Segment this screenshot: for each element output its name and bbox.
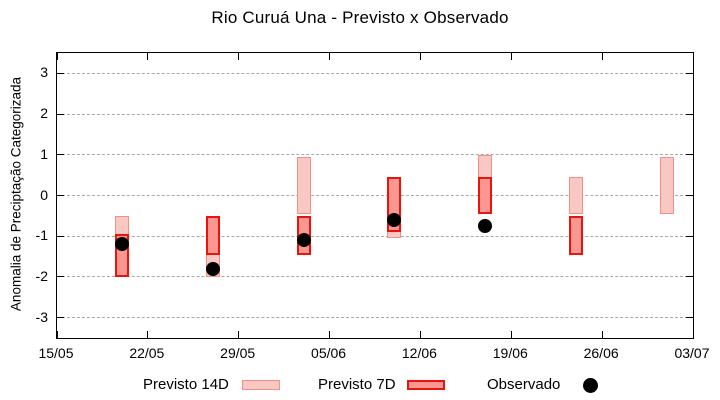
previsto-14d-bar [660, 156, 675, 214]
x-tick-mark [601, 53, 603, 60]
chart-title: Rio Curuá Una - Previsto x Observado [211, 8, 509, 27]
legend-label-previsto-14d: Previsto 14D [143, 376, 229, 393]
legend-observado-dot-icon [583, 378, 598, 393]
plot-area [56, 52, 694, 339]
previsto-7d-bar [478, 177, 493, 214]
x-tick-mark [510, 53, 512, 60]
y-tick-mark [686, 72, 693, 74]
x-tick-label: 19/06 [492, 345, 528, 361]
y-tick-mark [57, 154, 64, 156]
x-tick-label: 12/06 [401, 345, 437, 361]
y-tick-mark [686, 276, 693, 278]
previsto-14d-bar [296, 156, 311, 214]
observado-dot [296, 233, 311, 248]
observado-dot [114, 237, 129, 252]
legend: Previsto 14D Previsto 7D Observado [0, 372, 720, 398]
x-tick-mark [329, 53, 331, 60]
x-tick-mark [238, 53, 240, 60]
x-tick-mark [56, 331, 58, 338]
y-tick-label: -3 [35, 308, 48, 325]
x-tick-mark [56, 53, 58, 60]
y-tick-mark [57, 113, 64, 115]
legend-label-previsto-7d: Previsto 7D [318, 376, 396, 393]
legend-swatch-previsto-7d-icon [407, 380, 445, 390]
gridline [57, 276, 693, 278]
observado-dot [205, 261, 220, 276]
x-tick-mark [238, 331, 240, 338]
x-tick-label: 03/07 [674, 345, 710, 361]
x-tick-label: 15/05 [38, 345, 74, 361]
previsto-7d-bar [205, 215, 220, 255]
x-tick-mark [692, 331, 694, 338]
y-tick-mark [686, 154, 693, 156]
y-tick-mark [57, 195, 64, 196]
observado-dot [387, 212, 402, 227]
y-tick-mark [686, 195, 693, 196]
gridline [57, 195, 693, 196]
gridline [57, 113, 693, 115]
x-tick-mark [419, 53, 421, 60]
y-tick-mark [57, 276, 64, 278]
previsto-7d-bar [569, 215, 584, 255]
y-tick-mark [686, 235, 693, 237]
gridline [57, 72, 693, 74]
x-tick-mark [329, 331, 331, 338]
x-tick-mark [147, 331, 149, 338]
y-tick-mark [686, 113, 693, 115]
x-tick-label: 29/05 [220, 345, 256, 361]
legend-label-observado: Observado [487, 376, 561, 393]
y-tick-mark [57, 72, 64, 74]
y-tick-label: -2 [35, 267, 48, 284]
x-tick-mark [601, 331, 603, 338]
previsto-14d-bar [569, 177, 584, 214]
y-tick-label: -1 [35, 227, 48, 244]
y-tick-mark [57, 235, 64, 237]
x-tick-label: 26/06 [583, 345, 619, 361]
x-tick-label: 22/05 [129, 345, 165, 361]
gridline [57, 235, 693, 237]
y-tick-mark [686, 317, 693, 319]
x-tick-mark [419, 331, 421, 338]
y-tick-mark [57, 317, 64, 319]
gridline [57, 317, 693, 319]
x-tick-mark [692, 53, 694, 60]
y-tick-label: 3 [40, 64, 48, 81]
legend-swatch-previsto-14d-icon [242, 380, 280, 390]
y-tick-label: 0 [40, 186, 48, 203]
gridline [57, 154, 693, 156]
observado-dot [478, 219, 493, 234]
x-tick-mark [510, 331, 512, 338]
x-tick-label: 05/06 [311, 345, 347, 361]
y-tick-label: 2 [40, 105, 48, 122]
x-tick-mark [147, 53, 149, 60]
y-tick-label: 1 [40, 145, 48, 162]
